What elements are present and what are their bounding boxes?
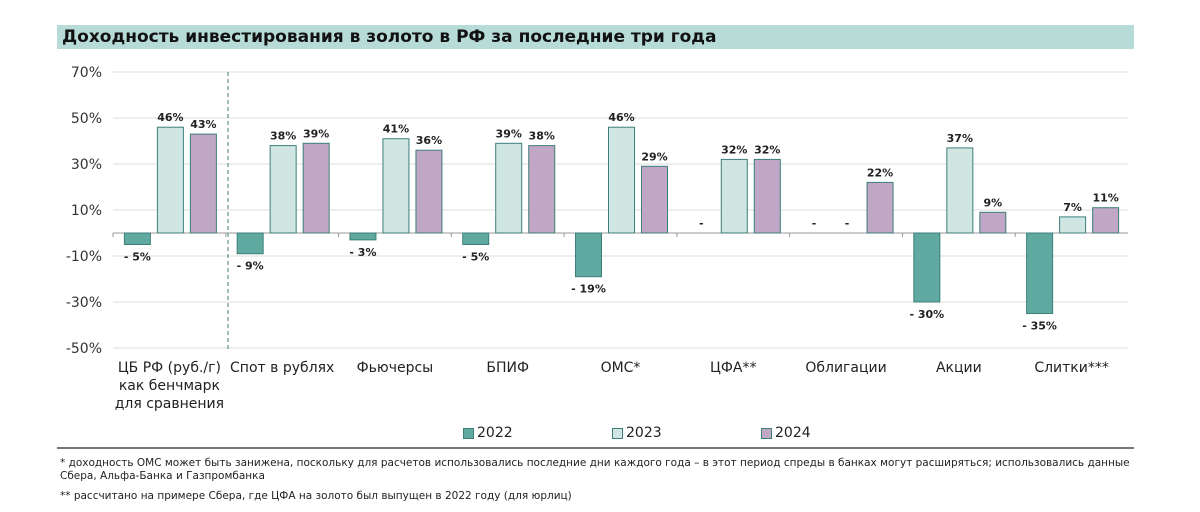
- bar-2022: [123, 232, 151, 245]
- legend-item-2022: 2022: [463, 425, 513, 441]
- bar-2022: [462, 232, 490, 245]
- legend-label: 2023: [626, 425, 662, 441]
- bar-2022: [349, 232, 377, 241]
- bar-2023: [156, 126, 184, 234]
- bar-2023: [269, 145, 297, 234]
- legend-item-2023: 2023: [612, 425, 662, 441]
- bar-2023: [946, 147, 974, 234]
- data-label: 22%: [867, 166, 893, 179]
- data-label: 46%: [608, 111, 634, 124]
- data-label: -: [845, 217, 850, 230]
- bar-2022: [575, 232, 602, 278]
- bar-2024: [1092, 207, 1120, 234]
- bar-2024: [302, 142, 330, 234]
- x-tick-label: для сравнения: [115, 396, 224, 412]
- y-tick-label: -30%: [66, 295, 102, 311]
- bar-2023: [495, 142, 523, 234]
- data-label: - 19%: [571, 283, 606, 296]
- y-tick-label: 70%: [71, 65, 102, 81]
- data-label: 38%: [270, 130, 296, 143]
- legend-swatch: [761, 427, 772, 439]
- x-tick-label: Фьючерсы: [357, 360, 434, 376]
- chart-title: Доходность инвестирования в золото в РФ …: [57, 25, 1134, 49]
- bar-2022: [236, 232, 264, 255]
- data-label: - 35%: [1022, 320, 1057, 333]
- x-tick-label: как бенчмарк: [119, 378, 220, 394]
- y-tick-label: 50%: [71, 111, 102, 127]
- x-tick-label: ЦБ РФ (руб./г): [118, 360, 221, 376]
- bar-2024: [753, 158, 781, 234]
- data-label: 9%: [983, 196, 1002, 209]
- x-tick-label: Спот в рублях: [230, 360, 334, 376]
- data-label: 39%: [303, 127, 329, 140]
- divider: [57, 447, 1134, 449]
- bar-2022: [1026, 232, 1054, 314]
- bar-2024: [528, 145, 556, 234]
- x-tick-label: Облигации: [805, 360, 886, 376]
- footnote-2: ** рассчитано на примере Сбера, где ЦФА …: [60, 490, 572, 502]
- data-label: 7%: [1063, 201, 1082, 214]
- x-tick-label: Слитки***: [1034, 360, 1109, 376]
- data-label: - 5%: [124, 251, 151, 264]
- data-label: -: [699, 217, 704, 230]
- y-tick-label: 30%: [71, 157, 102, 173]
- data-label: 36%: [416, 134, 442, 147]
- data-label: 43%: [190, 118, 216, 131]
- data-label: 38%: [529, 130, 555, 143]
- legend-swatch: [612, 427, 623, 439]
- x-tick-label: Акции: [936, 360, 982, 376]
- bar-2024: [641, 165, 668, 234]
- bar-2022: [913, 232, 941, 303]
- data-label: - 9%: [237, 260, 264, 273]
- data-label: 39%: [496, 127, 522, 140]
- data-label: 29%: [641, 150, 667, 163]
- bar-2024: [189, 133, 217, 234]
- data-label: - 5%: [462, 251, 489, 264]
- bar-2024: [866, 181, 894, 234]
- legend-label: 2024: [775, 425, 811, 441]
- x-tick-label: ОМС*: [601, 360, 641, 376]
- bar-2024: [415, 149, 443, 234]
- x-tick-label: ЦФА**: [710, 360, 757, 376]
- y-tick-label: -50%: [66, 341, 102, 357]
- legend-label: 2022: [477, 425, 513, 441]
- data-label: - 30%: [909, 308, 944, 321]
- bar-2023: [720, 158, 748, 234]
- y-tick-label: -10%: [66, 249, 102, 265]
- x-tick-label: БПИФ: [486, 360, 529, 376]
- data-label: -: [812, 217, 817, 230]
- footnote-1: * доходность ОМС может быть занижена, по…: [60, 457, 1130, 482]
- bar-2023: [608, 126, 635, 234]
- bar-2023: [1059, 216, 1087, 234]
- data-label: 32%: [721, 143, 747, 156]
- bar-2024: [979, 211, 1007, 234]
- data-label: 37%: [947, 132, 973, 145]
- y-tick-label: 10%: [71, 203, 102, 219]
- legend-item-2024: 2024: [761, 425, 811, 441]
- data-label: 32%: [754, 143, 780, 156]
- bar-chart: 70% 50% 30% 10% -10% -30% -50% ЦБ РФ (руб./г) ка…: [66, 65, 1128, 412]
- bar-2023: [382, 138, 410, 234]
- data-label: 46%: [157, 111, 183, 124]
- legend-swatch: [463, 427, 474, 439]
- data-label: 41%: [383, 123, 409, 136]
- data-label: 11%: [1092, 192, 1118, 205]
- data-label: - 3%: [349, 246, 376, 259]
